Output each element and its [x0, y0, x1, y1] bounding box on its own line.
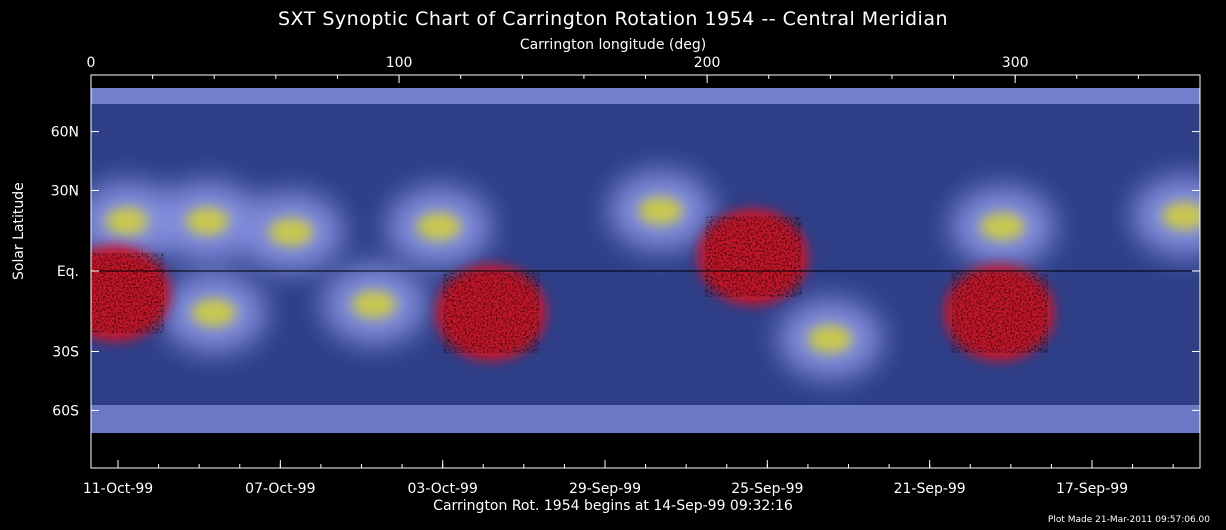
- bottom-tick-label: 03-Oct-99: [408, 481, 478, 497]
- bottom-tick-label: 17-Sep-99: [1056, 481, 1128, 497]
- bottom-tick-label: 25-Sep-99: [731, 481, 803, 497]
- active-region-3: [387, 186, 492, 267]
- top-tick-label: 0: [87, 55, 96, 71]
- bottom-tick-label: 29-Sep-99: [569, 481, 641, 497]
- left-tick-label: Eq.: [57, 264, 79, 280]
- left-tick-label: 60S: [52, 403, 79, 419]
- bottom-axis-label: Carrington Rot. 1954 begins at 14-Sep-99…: [433, 498, 793, 514]
- north-polar-band: [91, 88, 1200, 104]
- coronal-hole-11: [436, 264, 547, 361]
- active-region-2: [239, 192, 344, 273]
- coronal-hole-12: [698, 208, 809, 305]
- top-tick-label: 200: [694, 55, 721, 71]
- coronal-hole-13: [944, 264, 1055, 361]
- active-region-5: [950, 186, 1055, 267]
- bottom-tick-label: 07-Oct-99: [245, 481, 315, 497]
- top-axis-label: Carrington longitude (deg): [519, 37, 707, 53]
- bottom-tick-label: 11-Oct-99: [83, 481, 153, 497]
- active-region-7: [162, 272, 267, 353]
- left-tick-label: 60N: [51, 125, 79, 141]
- chart-title: SXT Synoptic Chart of Carrington Rotatio…: [277, 8, 949, 30]
- bottom-tick-label: 21-Sep-99: [894, 481, 966, 497]
- active-region-1: [156, 181, 261, 262]
- top-tick-label: 300: [1002, 55, 1029, 71]
- left-tick-label: 30S: [52, 345, 79, 361]
- south-polar-band: [91, 405, 1200, 433]
- plot-made-footer: Plot Made 21-Mar-2011 09:57:06.00: [1047, 515, 1210, 525]
- left-tick-label: 30N: [51, 184, 79, 200]
- active-region-0: [91, 181, 180, 262]
- no-data-region: [91, 433, 1200, 468]
- synoptic-image: [91, 88, 1200, 433]
- top-tick-label: 100: [386, 55, 413, 71]
- active-region-4: [608, 170, 713, 251]
- coronal-hole-10: [91, 245, 171, 342]
- active-region-9: [778, 299, 883, 380]
- active-region-6: [1132, 175, 1200, 256]
- active-region-8: [322, 264, 427, 345]
